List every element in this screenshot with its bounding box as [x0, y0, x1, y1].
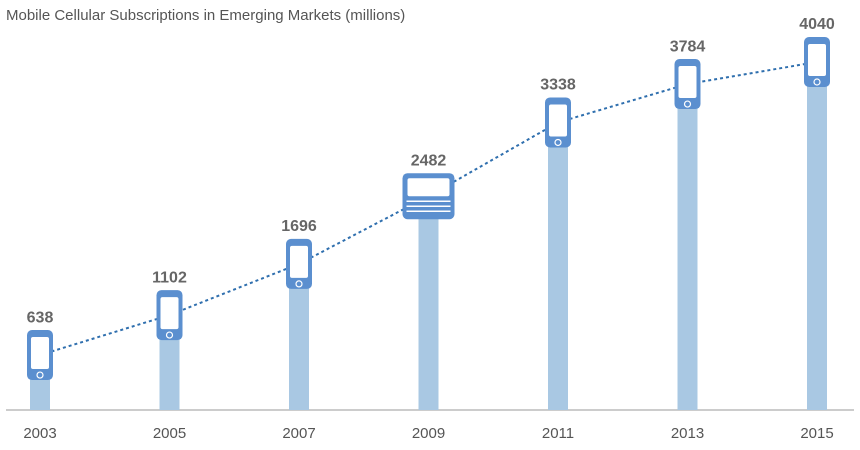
value-label: 1102: [152, 269, 187, 286]
value-label: 2482: [411, 152, 447, 169]
phone-icon: [156, 290, 183, 341]
bar: [548, 122, 568, 411]
phone-button: [165, 331, 174, 339]
bar: [677, 84, 698, 410]
phone-icon: [804, 37, 830, 87]
phone-icon: [674, 59, 701, 110]
phone-screen: [549, 104, 567, 137]
chart-title: Mobile Cellular Subscriptions in Emergin…: [6, 7, 405, 24]
phone-button: [295, 280, 303, 288]
value-label: 3784: [670, 38, 706, 55]
phone-button: [683, 100, 692, 108]
phone-screen: [808, 44, 826, 76]
phone-screen: [407, 178, 450, 197]
phone-screen: [678, 66, 697, 99]
value-label: 4040: [799, 16, 835, 33]
x-tick-label: 2013: [671, 425, 704, 442]
x-tick-label: 2003: [23, 425, 56, 442]
phone-icon: [402, 173, 455, 220]
phone-screen: [31, 337, 49, 370]
value-label: 638: [27, 309, 54, 326]
phone-icon: [545, 97, 571, 148]
phone-button: [813, 78, 821, 86]
bar: [289, 263, 309, 410]
x-tick-label: 2005: [153, 425, 186, 442]
value-label: 3338: [540, 77, 576, 94]
phone-button: [36, 371, 44, 379]
value-label: 1696: [281, 218, 317, 235]
phone-button: [554, 138, 562, 147]
x-tick-label: 2011: [542, 425, 574, 442]
bar: [807, 62, 827, 410]
phone-screen: [290, 245, 308, 278]
x-tick-label: 2015: [800, 425, 833, 442]
x-tick-label: 2009: [412, 425, 445, 442]
phone-icon: [27, 330, 53, 381]
bar: [418, 196, 439, 410]
x-tick-label: 2007: [282, 425, 315, 442]
phone-icon: [286, 238, 312, 289]
phone-screen: [160, 297, 179, 330]
